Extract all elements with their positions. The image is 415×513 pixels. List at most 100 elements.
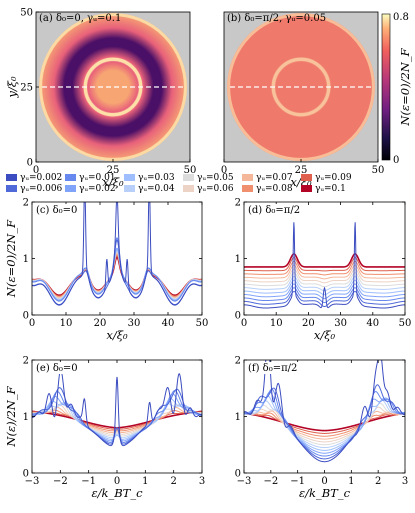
legend-label: γᵤ=0.002 — [20, 173, 62, 183]
series-line-7 — [244, 406, 405, 443]
series-line-3 — [244, 391, 405, 454]
legend-swatch — [301, 174, 312, 181]
y-tick-label: 1 — [235, 254, 241, 265]
series-line-9 — [244, 260, 405, 276]
series-line-5 — [244, 276, 405, 292]
legend-swatch — [301, 185, 312, 192]
legend-label: γᵤ=0.05 — [197, 173, 234, 183]
series-line-9 — [32, 253, 202, 298]
series-group — [244, 222, 405, 309]
series-line-1 — [32, 387, 202, 445]
x-tick-label: 30 — [334, 318, 347, 329]
x-tick-label: 40 — [366, 318, 379, 329]
series-line-2 — [244, 287, 405, 304]
panel-c: 0 10 20 30 40 50 0 1 2 x/ξ₀ N(ε=0)/2N_F (c) δ₀=0 — [4, 198, 208, 343]
x-tick-label: 0 — [114, 476, 120, 487]
annotation-box — [246, 204, 303, 216]
y-tick-label: 0 — [23, 469, 29, 480]
x-tick-label: −3 — [25, 476, 40, 487]
series-line-11 — [244, 253, 405, 268]
series-line-5 — [244, 399, 405, 449]
y-tick-label: 0 — [235, 311, 241, 322]
panel-f: −3 −2 −1 0 1 2 3 0 1 2 ε/k_BT_c (f) δ₀=π/2 — [235, 356, 409, 501]
panel-a: 0 25 50 0 25 50 x/ξ₀ y/ξ₀ (a) δ₀=0, γᵤ=0.1 — [5, 8, 196, 190]
series-line-7 — [244, 268, 405, 284]
axes-frame — [243, 201, 406, 316]
x-tick-label: 1 — [142, 476, 148, 487]
y-tick-label: 0 — [235, 469, 241, 480]
y-tick-label: 2 — [235, 356, 241, 367]
panel-annotation: (a) δ₀=0, γᵤ=0.1 — [39, 13, 121, 24]
x-tick-label: 30 — [128, 318, 141, 329]
series-line-9 — [244, 412, 405, 437]
colorbar: 0.8 0 N(ε=0)/2N_F — [381, 12, 412, 166]
y-tick-label: 2 — [235, 198, 241, 209]
series-line-2 — [244, 388, 405, 457]
panel-annotation: (e) δ₀=0 — [36, 363, 78, 374]
x-tick-label: 0 — [33, 165, 39, 176]
series-line-4 — [32, 398, 202, 440]
y-tick-label: 1 — [23, 412, 29, 423]
series-line-6 — [32, 402, 202, 437]
legend-swatch — [6, 174, 17, 181]
x-tick-label: 25 — [107, 165, 120, 176]
panel-e: −3 −2 −1 0 1 2 3 0 1 2 ε/k_BT_c N(ε)/2N_F (e) δ₀=0 — [4, 356, 205, 501]
legend-swatch — [6, 185, 17, 192]
legend-label: γᵤ=0.02 — [79, 184, 116, 194]
series-line-3 — [32, 247, 202, 302]
panel-b: 0 25 50x/ξ₀(b) δ₀=π/2, γᵤ=0.05 — [221, 11, 384, 189]
x-axis-label: x/ξ₀ — [314, 328, 336, 342]
x-axis-label: x/ξ₀ — [106, 328, 128, 342]
panel-annotation: (c) δ₀=0 — [36, 205, 77, 216]
x-tick-label: 2 — [375, 476, 381, 487]
x-tick-label: 2 — [170, 476, 176, 487]
colorbar-label: N(ε=0)/2N_F — [398, 47, 412, 126]
series-line-2 — [32, 236, 202, 302]
y-axis-label: N(ε)/2N_F — [4, 385, 18, 447]
colorbar-gradient — [381, 13, 391, 161]
legend-swatch — [183, 174, 194, 181]
x-tick-label: 0 — [221, 165, 227, 176]
series-line-5 — [32, 248, 202, 300]
x-tick-label: 50 — [399, 318, 412, 329]
x-tick-label: 10 — [270, 318, 283, 329]
series-line-7 — [32, 250, 202, 299]
x-tick-label: 1 — [348, 476, 354, 487]
legend-swatch — [242, 185, 253, 192]
legend-swatch — [65, 174, 76, 181]
legend-label: γᵤ=0.01 — [79, 173, 116, 183]
series-line-4 — [244, 395, 405, 451]
series-line-0 — [244, 360, 405, 463]
x-tick-label: 25 — [295, 165, 308, 176]
x-tick-label: −1 — [290, 476, 305, 487]
heatmap-disk — [39, 13, 187, 161]
series-line-1 — [244, 291, 405, 308]
panel-d: 0 10 20 30 40 50 0 1 2 x/ξ₀ (d) δ₀=π/2 — [235, 198, 412, 343]
y-tick-label: 0 — [27, 158, 33, 169]
y-tick-label: 1 — [23, 254, 29, 265]
series-line-10 — [32, 254, 202, 297]
x-axis-label: ε/k_BT_c — [299, 486, 351, 500]
series-line-4 — [244, 279, 405, 296]
legend-swatch — [65, 185, 76, 192]
annotation-box — [34, 362, 80, 374]
y-tick-label: 2 — [23, 356, 29, 367]
series-line-8 — [244, 264, 405, 280]
series-group — [32, 369, 202, 447]
series-line-1 — [32, 239, 202, 306]
legend-swatch — [183, 185, 194, 192]
series-line-1 — [244, 384, 405, 460]
y-tick-label: 50 — [20, 8, 33, 19]
x-tick-label: −2 — [53, 476, 68, 487]
x-tick-label: 3 — [199, 476, 205, 487]
x-tick-label: −2 — [263, 476, 278, 487]
x-tick-label: 3 — [402, 476, 408, 487]
legend-label: γᵤ=0.09 — [315, 173, 352, 183]
x-axis-label: ε/k_BT_c — [91, 486, 143, 500]
series-line-10 — [244, 257, 405, 272]
x-tick-label: 0 — [321, 476, 327, 487]
x-tick-label: 20 — [94, 318, 107, 329]
x-tick-label: 40 — [162, 318, 175, 329]
x-tick-label: 20 — [302, 318, 315, 329]
